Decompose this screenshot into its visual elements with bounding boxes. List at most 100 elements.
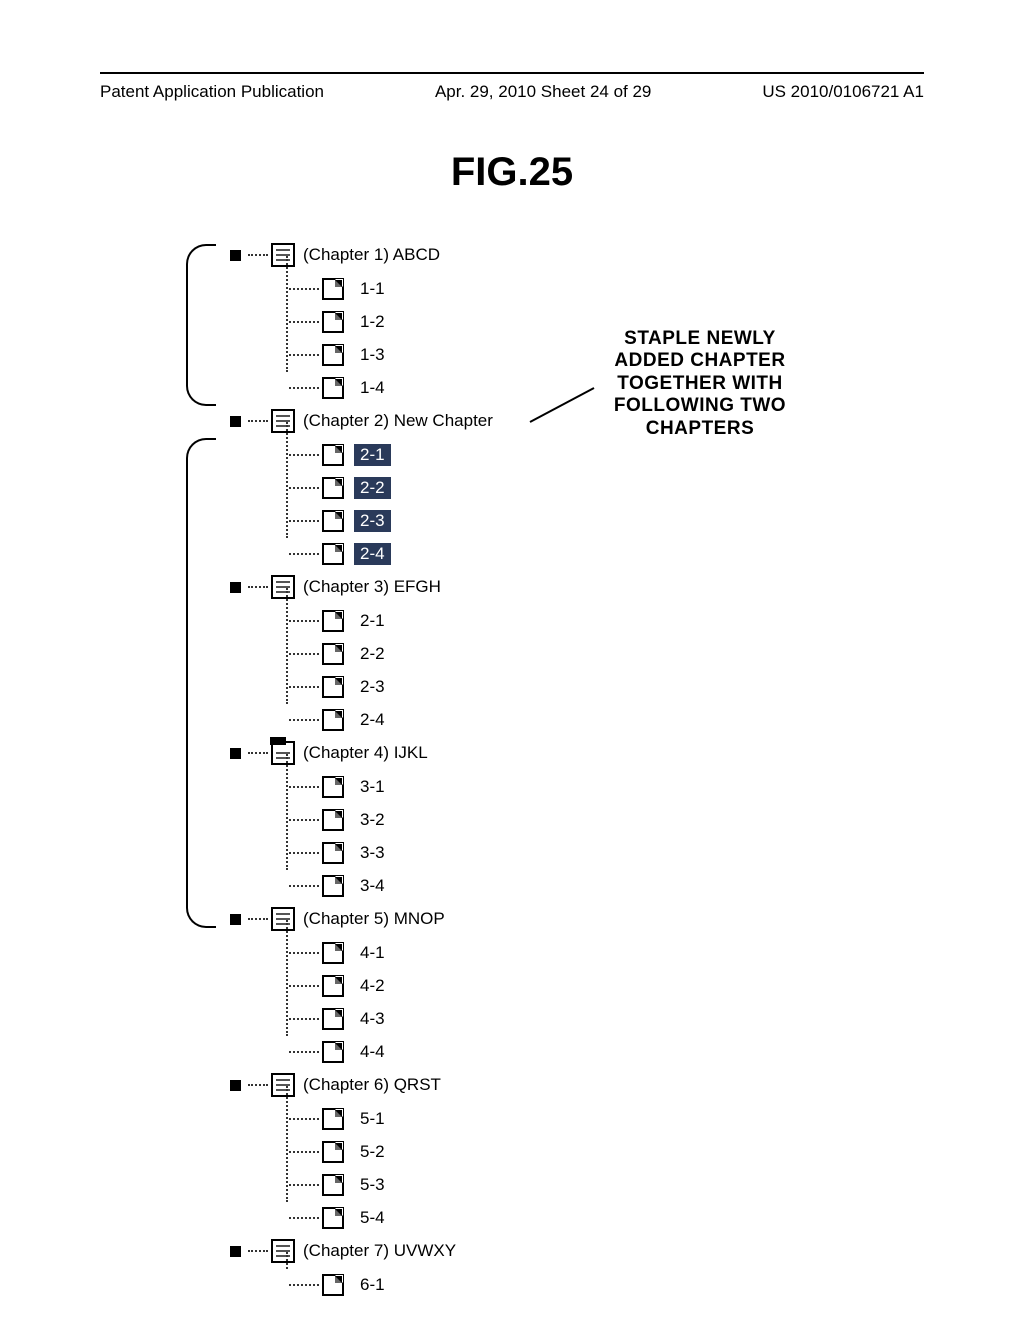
collapse-icon[interactable] xyxy=(230,416,241,427)
page-label: 5-2 xyxy=(354,1141,391,1163)
chapter-row[interactable]: (Chapter 3) EFGH xyxy=(230,570,924,604)
chapter-label: (Chapter 1) ABCD xyxy=(303,245,440,265)
annotation-callout: STAPLE NEWLY ADDED CHAPTER TOGETHER WITH… xyxy=(590,328,810,440)
tree-connector xyxy=(289,387,319,389)
page-row[interactable]: 5-2 xyxy=(230,1135,924,1168)
page-label: 5-3 xyxy=(354,1174,391,1196)
page-row[interactable]: 3-3 xyxy=(230,836,924,869)
page-label: 4-2 xyxy=(354,975,391,997)
page-icon xyxy=(322,477,344,499)
collapse-icon[interactable] xyxy=(230,250,241,261)
tree-connector xyxy=(289,653,319,655)
collapse-icon[interactable] xyxy=(230,1080,241,1091)
tree-connector xyxy=(289,520,319,522)
page-row[interactable]: 5-4 xyxy=(230,1201,924,1234)
collapse-icon[interactable] xyxy=(230,1246,241,1257)
chapter-label: (Chapter 7) UVWXY xyxy=(303,1241,456,1261)
page-row[interactable]: 3-1 xyxy=(230,770,924,803)
chapter-row[interactable]: (Chapter 5) MNOP xyxy=(230,902,924,936)
tree-vline xyxy=(286,1252,288,1269)
chapter-label: (Chapter 2) New Chapter xyxy=(303,411,493,431)
tree-connector xyxy=(248,1250,268,1252)
page-group: 5-1 5-2 5-3 5-4 xyxy=(230,1102,924,1234)
page-icon xyxy=(322,543,344,565)
page-row[interactable]: 4-3 xyxy=(230,1002,924,1035)
page-icon xyxy=(322,344,344,366)
page-label: 2-4 xyxy=(354,543,391,565)
page-row[interactable]: 1-2 xyxy=(230,305,924,338)
page-label: 2-1 xyxy=(354,444,391,466)
page-row[interactable]: 2-4 xyxy=(230,537,924,570)
tree-connector xyxy=(248,586,268,588)
page-row[interactable]: 2-1 xyxy=(230,438,924,471)
page-label: 2-4 xyxy=(354,709,391,731)
page-row[interactable]: 4-2 xyxy=(230,969,924,1002)
page-row[interactable]: 5-3 xyxy=(230,1168,924,1201)
page-row[interactable]: 2-4 xyxy=(230,703,924,736)
header-center: Apr. 29, 2010 Sheet 24 of 29 xyxy=(435,82,651,102)
page-row[interactable]: 2-3 xyxy=(230,670,924,703)
page-group: 2-1 2-2 2-3 2-4 xyxy=(230,438,924,570)
tree-connector xyxy=(289,852,319,854)
collapse-icon[interactable] xyxy=(230,582,241,593)
chapter-label: (Chapter 4) IJKL xyxy=(303,743,428,763)
page-icon xyxy=(322,610,344,632)
page-row[interactable]: 1-4 xyxy=(230,371,924,404)
page-icon xyxy=(322,311,344,333)
tree-connector xyxy=(289,1151,319,1153)
page-label: 2-3 xyxy=(354,510,391,532)
collapse-icon[interactable] xyxy=(230,914,241,925)
page-icon xyxy=(322,875,344,897)
chapter-row[interactable]: (Chapter 6) QRST xyxy=(230,1068,924,1102)
header-left: Patent Application Publication xyxy=(100,82,324,102)
page-row[interactable]: 4-4 xyxy=(230,1035,924,1068)
tree-connector xyxy=(248,752,268,754)
tree-connector xyxy=(289,620,319,622)
page-label: 1-1 xyxy=(354,278,391,300)
page-icon xyxy=(322,1041,344,1063)
tree-connector xyxy=(248,1084,268,1086)
page-icon xyxy=(322,809,344,831)
page-icon xyxy=(322,1141,344,1163)
chapter-icon xyxy=(271,243,295,267)
page-row[interactable]: 3-4 xyxy=(230,869,924,902)
collapse-icon[interactable] xyxy=(230,748,241,759)
chapter-row[interactable]: (Chapter 2) New Chapter xyxy=(230,404,924,438)
tree-connector xyxy=(289,719,319,721)
chapter-icon xyxy=(271,409,295,433)
bracket-chapters-2-4 xyxy=(186,438,216,928)
chapter-label: (Chapter 6) QRST xyxy=(303,1075,441,1095)
tree-view: (Chapter 1) ABCD 1-1 1-2 1-3 1-4 (Chapte… xyxy=(230,238,924,1301)
page-row[interactable]: 5-1 xyxy=(230,1102,924,1135)
page-row[interactable]: 2-2 xyxy=(230,637,924,670)
chapter-label: (Chapter 3) EFGH xyxy=(303,577,441,597)
tree-connector xyxy=(248,420,268,422)
page-label: 3-2 xyxy=(354,809,391,831)
chapter-row[interactable]: (Chapter 4) IJKL xyxy=(230,736,924,770)
chapter-row[interactable]: (Chapter 7) UVWXY xyxy=(230,1234,924,1268)
figure-title: FIG.25 xyxy=(0,150,1024,195)
page-icon xyxy=(322,278,344,300)
page-label: 6-1 xyxy=(354,1274,391,1296)
page-icon xyxy=(322,676,344,698)
page-label: 2-2 xyxy=(354,643,391,665)
page-row[interactable]: 2-2 xyxy=(230,471,924,504)
page-row[interactable]: 1-3 xyxy=(230,338,924,371)
page-icon xyxy=(322,444,344,466)
page-row[interactable]: 3-2 xyxy=(230,803,924,836)
tree-connector xyxy=(289,1217,319,1219)
chapter-icon xyxy=(271,741,295,765)
page-icon xyxy=(322,1108,344,1130)
tree-connector xyxy=(289,1284,319,1286)
page-label: 2-3 xyxy=(354,676,391,698)
page-row[interactable]: 2-1 xyxy=(230,604,924,637)
page-row[interactable]: 6-1 xyxy=(230,1268,924,1301)
page-icon xyxy=(322,709,344,731)
page-row[interactable]: 1-1 xyxy=(230,272,924,305)
chapter-row[interactable]: (Chapter 1) ABCD xyxy=(230,238,924,272)
page-row[interactable]: 4-1 xyxy=(230,936,924,969)
patent-header: Patent Application Publication Apr. 29, … xyxy=(100,72,924,102)
page-row[interactable]: 2-3 xyxy=(230,504,924,537)
page-label: 1-2 xyxy=(354,311,391,333)
tree-connector xyxy=(289,553,319,555)
